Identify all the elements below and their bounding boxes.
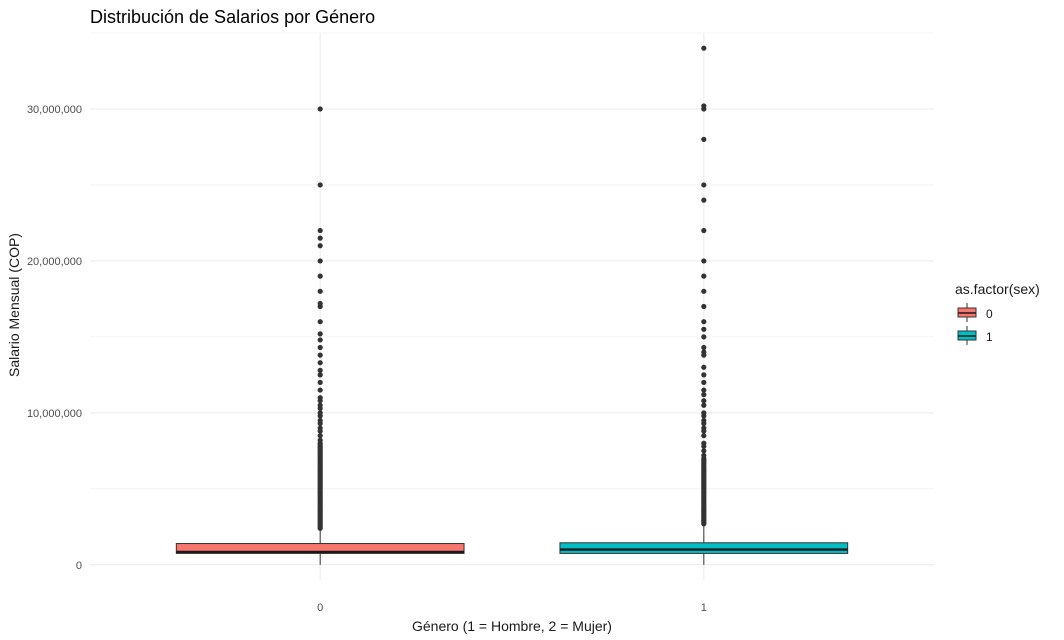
- outlier-point: [701, 364, 707, 370]
- outlier-point: [317, 372, 323, 378]
- y-tick-label: 20,000,000: [27, 256, 82, 268]
- outlier-point: [317, 437, 323, 443]
- legend-title: as.factor(sex): [955, 281, 1040, 297]
- outlier-point: [701, 379, 707, 386]
- outlier-point: [317, 344, 323, 351]
- outlier-point: [701, 258, 707, 264]
- outlier-point: [701, 303, 707, 310]
- outlier-point: [701, 227, 707, 234]
- outlier-point: [317, 360, 323, 366]
- chart-title: Distribución de Salarios por Género: [90, 7, 375, 27]
- outlier-point: [317, 243, 323, 249]
- outlier-point: [701, 398, 707, 404]
- outlier-point: [317, 337, 323, 343]
- x-axis-title: Género (1 = Hombre, 2 = Mujer): [412, 618, 612, 634]
- outlier-point: [701, 182, 707, 188]
- outlier-point: [701, 425, 707, 431]
- outlier-point: [701, 402, 707, 408]
- plot-area: [175, 45, 849, 565]
- outlier-point: [317, 425, 323, 431]
- outlier-point: [317, 258, 323, 264]
- outlier-point: [317, 182, 323, 188]
- y-axis-title: Salario Mensual (COP): [6, 233, 22, 377]
- outlier-point: [701, 319, 707, 325]
- outlier-point: [317, 227, 323, 234]
- box-group-1: [559, 45, 849, 565]
- y-axis: 0 10,000,000 20,000,000 30,000,000: [27, 104, 82, 572]
- outlier-point: [317, 106, 323, 112]
- outlier-point: [701, 392, 707, 398]
- outlier-point: [701, 417, 707, 424]
- outlier-point: [317, 288, 323, 294]
- legend-item-0: 0: [957, 303, 993, 322]
- outlier-point: [317, 300, 323, 307]
- box-iqr: [559, 542, 849, 554]
- outlier-point: [701, 136, 707, 142]
- y-tick-label: 30,000,000: [27, 104, 82, 116]
- outlier-point: [701, 344, 707, 351]
- outlier-point: [701, 440, 707, 446]
- outlier-point: [317, 402, 323, 408]
- outlier-point: [701, 433, 707, 439]
- outlier-point: [317, 410, 323, 416]
- outlier-point: [317, 352, 323, 358]
- legend-item-1: 1: [957, 326, 993, 345]
- x-tick-label: 0: [317, 602, 323, 614]
- outlier-point: [701, 372, 707, 378]
- outlier-point: [317, 395, 323, 401]
- outlier-point: [317, 331, 323, 337]
- y-tick-label: 10,000,000: [27, 408, 82, 420]
- outlier-point: [317, 273, 323, 279]
- outlier-point: [701, 349, 707, 355]
- outlier-point: [317, 379, 323, 386]
- box-iqr: [175, 543, 465, 554]
- outlier-point: [701, 326, 707, 332]
- outlier-point: [317, 367, 323, 373]
- outlier-point: [701, 103, 707, 109]
- legend-label: 0: [986, 307, 993, 321]
- outlier-point: [701, 288, 707, 294]
- grid: [90, 32, 934, 580]
- outlier-point: [317, 387, 323, 393]
- outlier-point: [317, 319, 323, 325]
- outlier-point: [701, 452, 707, 459]
- outlier-point: [701, 197, 707, 203]
- box-group-0: [175, 106, 465, 565]
- outlier-point: [701, 410, 707, 416]
- x-tick-label: 1: [701, 602, 707, 614]
- legend-label: 1: [986, 330, 993, 344]
- legend: as.factor(sex) 0 1: [955, 281, 1040, 345]
- outlier-point: [317, 433, 323, 439]
- outlier-point: [701, 387, 707, 393]
- outlier-point: [317, 417, 323, 424]
- outlier-point: [701, 45, 707, 51]
- outlier-point: [701, 273, 707, 279]
- outlier-point: [701, 334, 707, 340]
- outlier-point: [701, 448, 707, 454]
- y-tick-label: 0: [76, 560, 82, 572]
- outlier-point: [317, 235, 323, 241]
